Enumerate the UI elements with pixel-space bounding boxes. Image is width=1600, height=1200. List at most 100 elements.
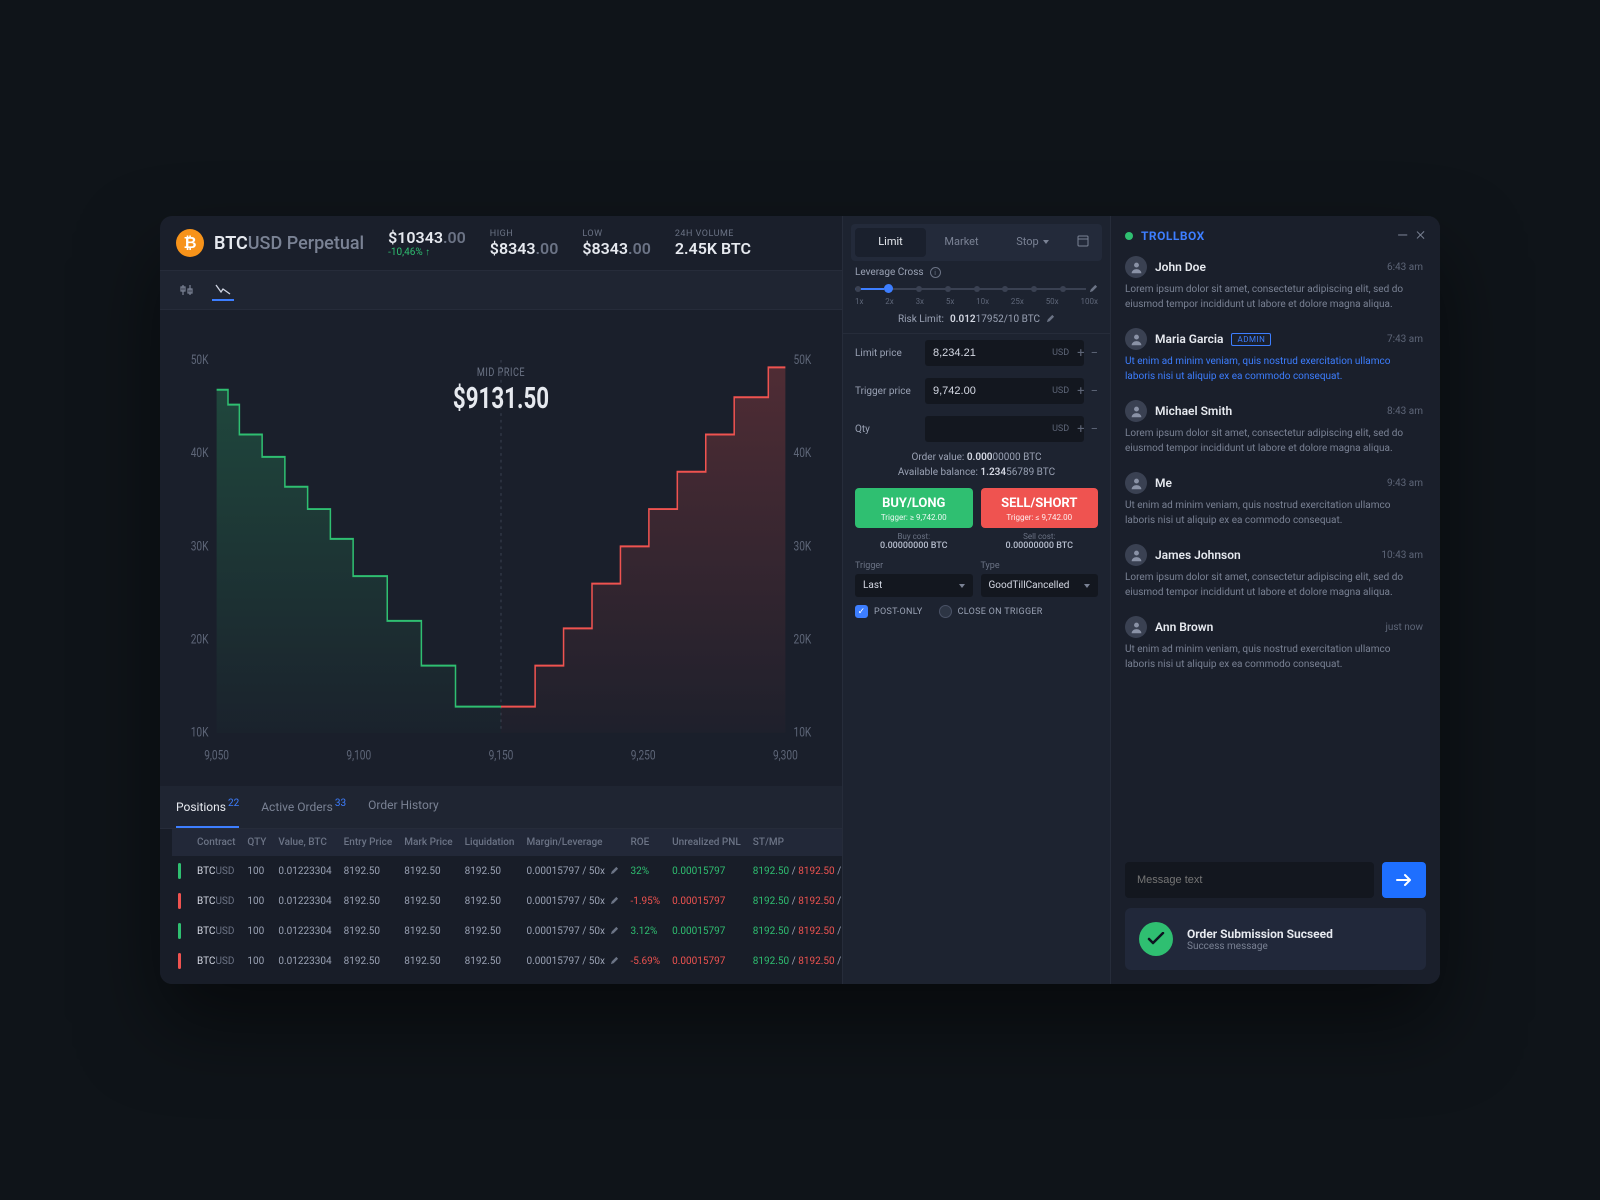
chat-message: Me 9:43 am Ut enim ad minim veniam, quis… [1125,472,1423,528]
chat-message: James Johnson 10:43 am Lorem ipsum dolor… [1125,544,1423,600]
field-input[interactable] [925,416,1084,442]
candlestick-icon[interactable] [176,279,198,301]
cost-row: Buy cost:0.00000000 BTC Sell cost:0.0000… [843,528,1110,561]
avatar-icon [1125,544,1147,566]
minus-icon[interactable]: − [1091,422,1098,437]
pencil-icon[interactable] [1089,284,1098,293]
leverage-step[interactable] [1002,286,1008,292]
header-stat: HIGH$8343.00 [490,229,559,258]
svg-text:20K: 20K [191,631,209,647]
post-only-checkbox[interactable]: POST-ONLY [855,605,923,618]
order-tab-limit[interactable]: Limit [855,228,926,257]
minus-icon[interactable]: − [1091,346,1098,361]
last-price: $10343.00 -10,46% ↑ [388,228,466,258]
leverage-slider[interactable] [855,284,1098,293]
leverage-step[interactable] [974,286,980,292]
svg-text:30K: 30K [794,538,812,554]
tab-active orders[interactable]: Active Orders33 [261,786,346,828]
close-icon[interactable] [1416,228,1426,244]
message-input[interactable] [1125,862,1374,898]
avatar-icon [1125,400,1147,422]
depth-chart: 50K40K30K20K10K 50K40K30K20K10K 9,0509,1… [160,310,842,786]
plus-icon[interactable]: + [1077,384,1084,399]
pair-block[interactable]: ₿ BTCUSD Perpetual [176,229,364,257]
trollbox-panel: TROLLBOX — John Doe 6:43 am Lorem ipsum … [1110,216,1440,984]
leverage-step[interactable] [1060,286,1066,292]
positions-table: ContractQTYValue, BTCEntry PriceMark Pri… [160,829,842,984]
order-tab-stop[interactable]: Stop [997,228,1068,257]
bitcoin-icon: ₿ [176,229,204,257]
plus-icon[interactable]: + [1077,346,1084,361]
trollbox-title: TROLLBOX [1141,229,1389,243]
trollbox-header: TROLLBOX — [1111,216,1440,256]
calculator-icon[interactable] [1068,228,1098,257]
avatar-icon [1125,472,1147,494]
svg-text:MID PRICE: MID PRICE [477,365,525,380]
chat-message: John Doe 6:43 am Lorem ipsum dolor sit a… [1125,256,1423,312]
order-tab-market[interactable]: Market [926,228,997,257]
trigger-select[interactable]: Trigger Last [855,561,973,597]
field-trigger price: Trigger price USD +− [843,372,1110,410]
chat-message: Ann Brown just now Ut enim ad minim veni… [1125,616,1423,672]
svg-text:$9131.50: $9131.50 [453,382,549,416]
depth-chart-icon[interactable] [212,279,234,301]
admin-badge: ADMIN [1231,333,1271,346]
positions-tabs: Positions22 Active Orders33 Order History [160,786,842,829]
pencil-icon[interactable] [1046,314,1055,323]
avatar-icon [1125,328,1147,350]
plus-icon[interactable]: + [1077,422,1084,437]
tab-order history[interactable]: Order History [368,786,439,828]
chevron-down-icon [1084,584,1090,588]
header-stat: 24H VOLUME2.45K BTC [675,229,751,258]
svg-text:10K: 10K [794,724,812,740]
svg-text:20K: 20K [794,631,812,647]
checkmark-icon [1139,922,1173,956]
order-summary: Order value: 0.00000000 BTC Available ba… [843,448,1110,488]
type-select[interactable]: Type GoodTillCancelled [981,561,1099,597]
field-input[interactable] [925,340,1084,366]
avatar-icon [1125,256,1147,278]
main-column: ₿ BTCUSD Perpetual $10343.00 -10,46% ↑ H… [160,216,842,984]
table-row[interactable]: BTCUSD 1000.012233048192.508192.508192.5… [172,916,842,946]
chevron-down-icon [959,584,965,588]
leverage-step[interactable] [884,284,893,293]
tab-positions[interactable]: Positions22 [176,786,239,828]
order-panel: LimitMarketStop Leverage Cross i 1x2x3x5… [842,216,1110,984]
leverage-step[interactable] [855,286,861,292]
close-on-trigger-checkbox[interactable]: CLOSE ON TRIGGER [939,605,1043,618]
table-row[interactable]: BTCUSD 1000.012233048192.508192.508192.5… [172,946,842,976]
svg-text:50K: 50K [191,352,209,368]
toast-title: Order Submission Sucseed [1187,927,1333,941]
arrow-right-icon [1395,873,1413,887]
table-row[interactable]: BTCUSD 1000.012233048192.508192.508192.5… [172,886,842,916]
minus-icon[interactable]: − [1091,384,1098,399]
sell-short-button[interactable]: SELL/SHORTTrigger: ≤ 9,742.00 [981,488,1099,528]
buy-long-button[interactable]: BUY/LONGTrigger: ≥ 9,742.00 [855,488,973,528]
trollbox-messages[interactable]: John Doe 6:43 am Lorem ipsum dolor sit a… [1111,256,1440,852]
field-limit price: Limit price USD +− [843,334,1110,372]
svg-text:50K: 50K [794,352,812,368]
pair-name: BTCUSD Perpetual [214,233,364,254]
svg-text:9,250: 9,250 [631,747,656,763]
field-input[interactable] [925,378,1084,404]
chat-message: Michael Smith 8:43 am Lorem ipsum dolor … [1125,400,1423,456]
leverage-step[interactable] [1031,286,1037,292]
minimize-icon[interactable]: — [1397,228,1408,244]
ticker-header: ₿ BTCUSD Perpetual $10343.00 -10,46% ↑ H… [160,216,842,270]
info-icon[interactable]: i [930,267,941,278]
status-dot-icon [1125,232,1133,240]
svg-text:30K: 30K [191,538,209,554]
risk-limit: Risk Limit: 0.01217952/10 BTC [843,306,1110,334]
field-qty: Qty USD +− [843,410,1110,448]
chart-toolbar [160,270,842,310]
svg-text:10K: 10K [191,724,209,740]
svg-text:9,300: 9,300 [773,747,798,763]
table-row[interactable]: BTCUSD 1000.012233048192.508192.508192.5… [172,856,842,886]
avatar-icon [1125,616,1147,638]
trading-dashboard: ₿ BTCUSD Perpetual $10343.00 -10,46% ↑ H… [160,216,1440,984]
svg-text:9,100: 9,100 [346,747,371,763]
leverage-label: Leverage Cross i [855,267,1098,278]
send-button[interactable] [1382,862,1426,898]
leverage-step[interactable] [945,286,951,292]
leverage-step[interactable] [916,286,922,292]
